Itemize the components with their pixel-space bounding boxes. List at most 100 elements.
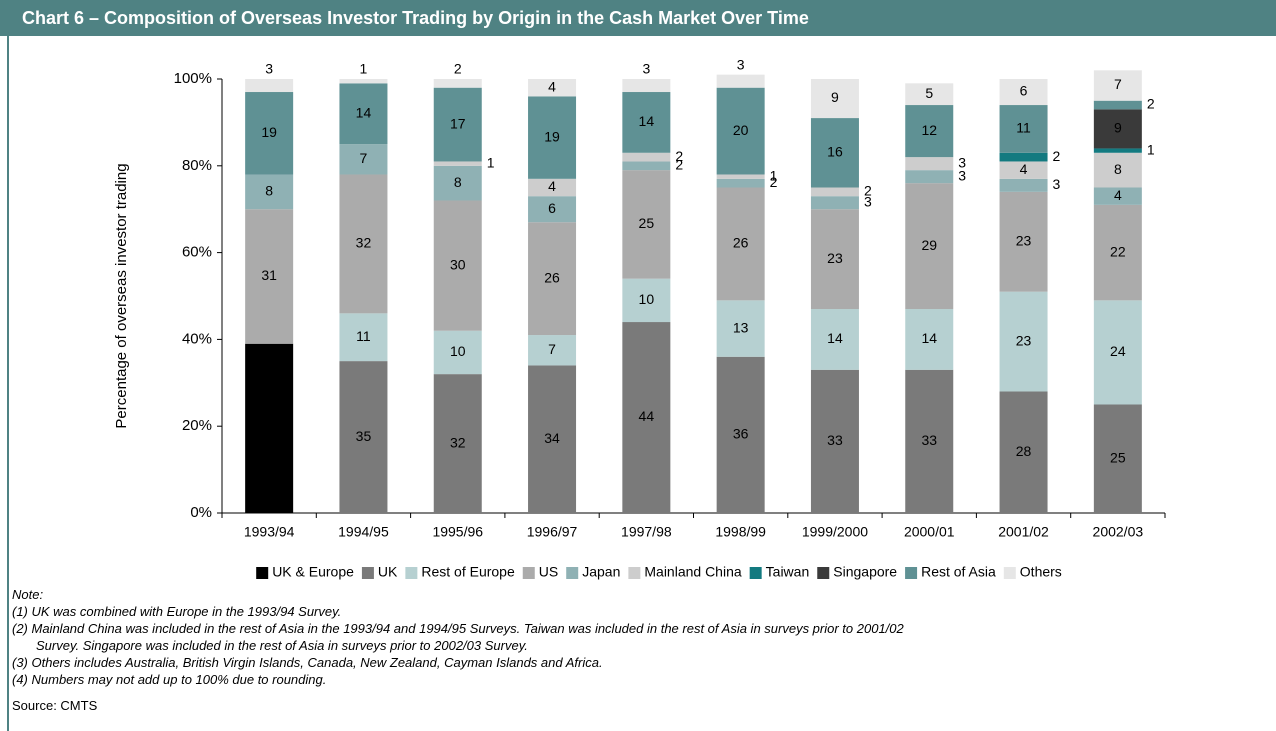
data-label: 14 [921,330,937,346]
data-label: 29 [921,237,937,253]
data-label: 4 [1114,187,1122,203]
data-label: 36 [733,426,749,442]
legend-label: Others [1020,564,1062,580]
bar-segment [999,391,1048,513]
data-label: 3 [642,61,650,77]
legend-swatch [628,567,641,579]
note-line: (3) Others includes Australia, British V… [12,655,603,670]
bar-segment [622,278,671,323]
bar-segment [528,365,577,513]
data-label: 22 [1110,243,1126,259]
note-line: Note: [12,587,44,602]
x-tick-label: 1997/98 [621,524,672,540]
data-label: 3 [265,61,273,77]
chart-title: Chart 6 – Composition of Overseas Invest… [0,0,1276,36]
data-label: 33 [827,432,843,448]
legend: UK & Europe UK Rest of Europe US Japan Mainla… [256,564,1062,580]
bar-segment [245,174,294,210]
data-label: 13 [733,319,749,335]
source: Source: CMTS [12,698,98,713]
legend-swatch [905,567,918,579]
data-label: 30 [450,256,466,272]
bar-segment [339,174,388,314]
data-label: 7 [548,341,556,357]
legend-label: Rest of Europe [421,564,515,580]
data-label: 26 [544,269,560,285]
bar-segment [245,92,294,175]
data-label: 14 [827,330,843,346]
data-label: 9 [831,89,839,105]
bar-segment [999,79,1048,106]
y-tick-label: 0% [190,504,212,521]
data-label: 3 [864,193,872,209]
bar-segment [999,291,1048,392]
bar-segment [339,83,388,145]
legend-swatch [1003,567,1016,579]
x-tick-label: 1999/2000 [802,524,868,540]
bar-segment [1093,404,1142,513]
data-label: 9 [1114,120,1122,136]
data-label: 11 [356,328,371,344]
data-label: 44 [639,408,655,424]
data-label: 17 [450,115,466,131]
notes: Note: (1) UK was combined with Europe in … [12,586,904,688]
bar-segment [339,144,388,175]
data-label: 16 [827,143,843,159]
y-tick-label: 60% [182,244,212,261]
data-label: 32 [356,235,372,251]
legend-swatch [817,567,830,579]
data-label: 5 [925,85,933,101]
legend-label: Mainland China [644,564,741,580]
bar-segment [1093,148,1142,153]
legend-label: Taiwan [766,564,810,580]
bar-segment [716,87,765,175]
bar-segment [433,165,482,201]
bar-segment [810,79,859,119]
bar-segment [716,178,765,188]
bar-segment [810,369,859,513]
bar-segment [716,174,765,179]
data-label: 8 [454,174,462,190]
data-label: 12 [921,122,937,138]
bar-segment [810,187,859,197]
bar-segment [1093,100,1142,110]
bar-segment [905,369,954,513]
bar-segment [999,191,1048,292]
data-label: 20 [733,122,749,138]
bar-segment [433,200,482,331]
data-label: 23 [1016,332,1032,348]
data-label: 7 [1114,76,1122,92]
data-label: 4 [1020,161,1028,177]
bar-segment [999,105,1048,153]
note-line: (1) UK was combined with Europe in the 1… [12,604,342,619]
data-label: 34 [544,430,560,446]
data-label: 19 [261,124,277,140]
bar-segment [905,157,954,171]
bar-segment [622,170,671,279]
data-label: 10 [450,343,466,359]
data-label: 28 [1016,443,1032,459]
bar-segment [528,196,577,223]
legend-label: UK & Europe [272,564,354,580]
data-label: 23 [827,250,843,266]
legend-swatch [749,567,762,579]
chart: Percentage of overseas investor trading 0… [113,56,1166,580]
x-tick-label: 1998/99 [715,524,766,540]
bar-segment [433,330,482,375]
x-tick-label: 2001/02 [998,524,1049,540]
data-label: 26 [733,235,749,251]
bar-segment [528,178,577,197]
x-tick-label: 1994/95 [338,524,389,540]
data-label: 14 [639,113,655,129]
bar-segment [622,322,671,513]
data-label: 3 [958,167,966,183]
data-label: 31 [261,267,277,283]
legend-label: Rest of Asia [921,564,996,580]
data-label: 2 [675,148,683,164]
data-label: 32 [450,434,466,450]
data-label: 23 [1016,232,1032,248]
bar-segment [339,79,388,84]
data-label: 1 [487,154,495,170]
legend-label: Singapore [833,564,897,580]
frame-border [7,36,9,731]
